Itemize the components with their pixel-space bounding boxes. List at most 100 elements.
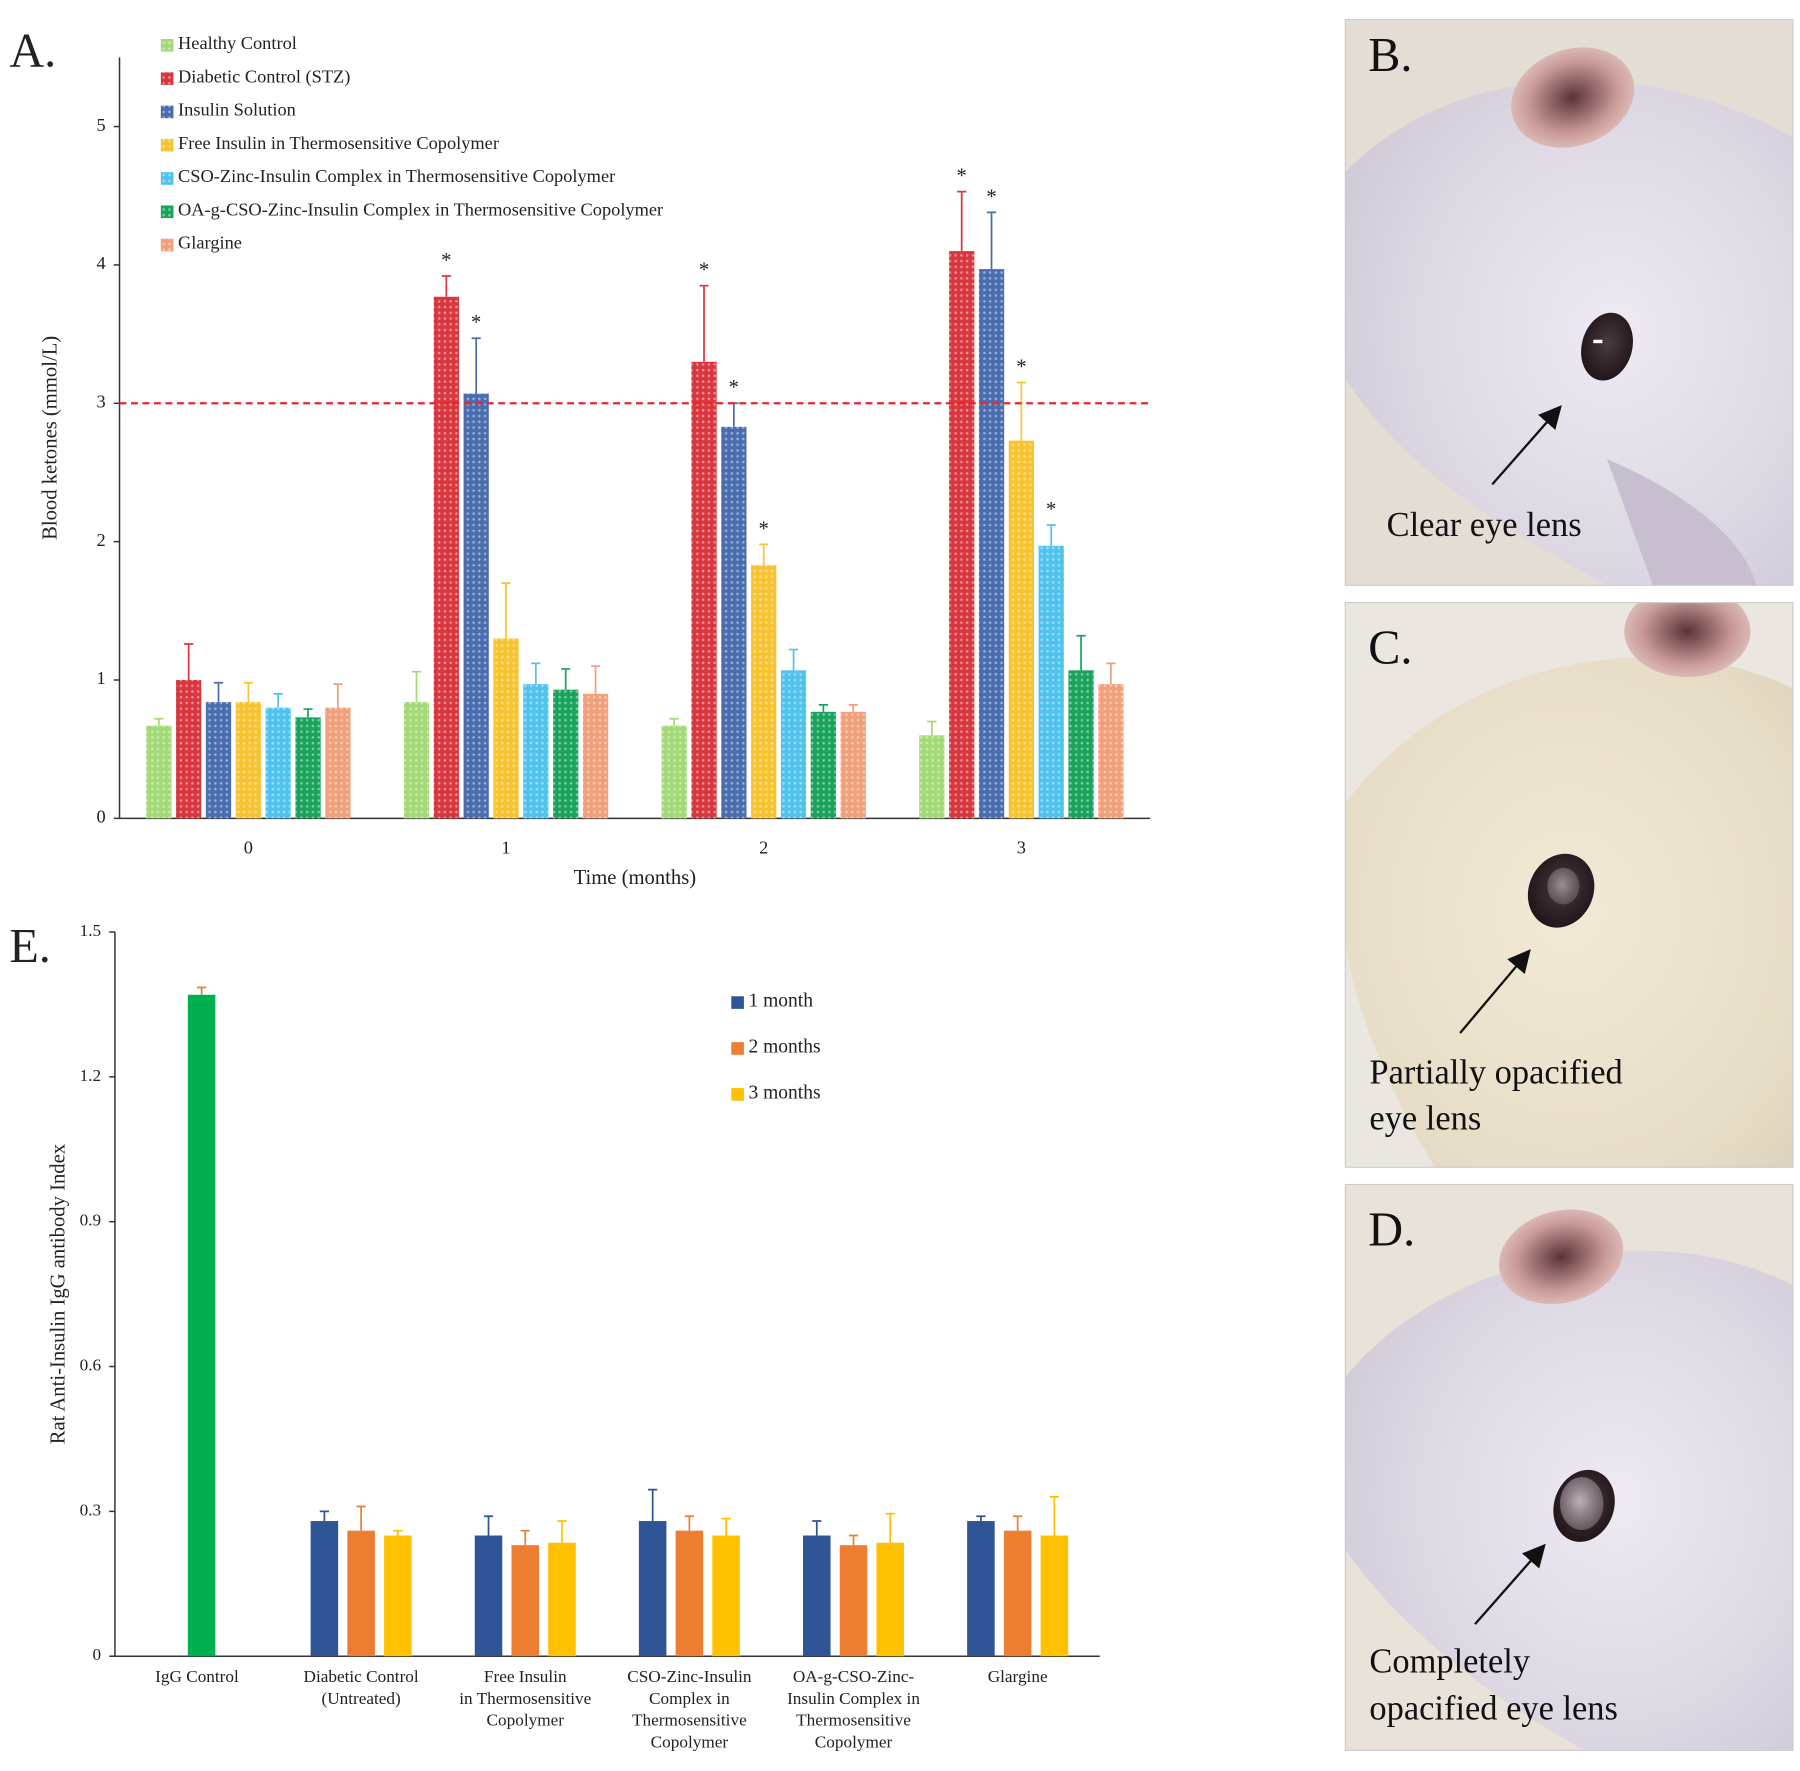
bar — [1068, 670, 1094, 819]
bar — [978, 269, 1005, 819]
panel-label: E. — [9, 920, 50, 973]
bar — [384, 1535, 412, 1657]
bar — [146, 725, 172, 819]
error-bar — [213, 681, 224, 703]
bar — [176, 679, 202, 819]
x-tick-label: 2 — [759, 838, 768, 858]
y-tick-label: 3 — [97, 392, 106, 412]
error-bar — [483, 1515, 494, 1536]
error-bar — [1049, 1496, 1059, 1536]
significance-mark: * — [729, 377, 739, 399]
y-axis-label: Rat Anti-Insulin IgG antibody Index — [48, 1143, 70, 1444]
y-axis-label: Blood ketones (mmol/L) — [40, 336, 62, 540]
legend-swatch — [160, 172, 174, 185]
error-bar — [184, 643, 194, 680]
x-tick-label: Glargine — [988, 1667, 1048, 1686]
legend-label: Diabetic Control (STZ) — [178, 66, 350, 87]
x-tick-label: Insulin Complex in — [787, 1689, 920, 1708]
panel-label: B. — [1368, 29, 1412, 82]
bar — [582, 693, 609, 819]
y-tick-label: 0.3 — [80, 1500, 102, 1519]
error-bar — [729, 402, 739, 427]
bar — [780, 670, 807, 819]
bar — [803, 1535, 831, 1657]
legend-label: Healthy Control — [178, 33, 297, 53]
photo-frame — [1344, 602, 1794, 1168]
bar — [1008, 440, 1035, 819]
x-tick-label: 3 — [1017, 838, 1026, 858]
y-tick-label: 2 — [97, 530, 106, 550]
error-bar — [1076, 634, 1086, 671]
legend-label: 1 month — [748, 990, 813, 1011]
bar — [691, 361, 717, 819]
error-bar — [471, 337, 481, 394]
error-bar — [531, 662, 541, 685]
arrow — [1459, 949, 1531, 1034]
error-bar — [501, 582, 511, 639]
error-bar — [273, 692, 283, 708]
bar — [751, 565, 777, 819]
error-bar — [243, 681, 253, 703]
bar — [1098, 684, 1124, 819]
bar — [463, 393, 489, 819]
legend-swatch — [160, 39, 174, 52]
bar — [295, 717, 321, 819]
bar — [721, 426, 747, 819]
bar — [876, 1542, 905, 1657]
y-tick-label: 0.9 — [80, 1211, 102, 1230]
bar — [325, 707, 351, 819]
bar — [839, 1545, 868, 1657]
bar — [403, 702, 430, 819]
caption: Completely — [1369, 1642, 1530, 1680]
significance-mark: * — [986, 186, 996, 208]
error-bar — [356, 1505, 366, 1531]
y-tick-label: 0 — [97, 807, 106, 827]
error-bar — [1046, 524, 1056, 546]
x-tick-label: Copolymer — [487, 1711, 565, 1730]
photo-d — [1345, 1184, 1793, 1751]
legend-label: CSO-Zinc-Insulin Complex in Thermosensit… — [178, 166, 615, 186]
y-tick-label: 1 — [97, 668, 106, 688]
error-bar — [848, 704, 858, 712]
bar — [553, 689, 579, 819]
bar — [675, 1530, 704, 1657]
caption: opacified eye lens — [1369, 1689, 1617, 1727]
error-bar — [957, 190, 967, 252]
bar — [661, 725, 687, 819]
legend-swatch — [160, 72, 174, 85]
bar — [265, 707, 291, 819]
bar — [511, 1545, 540, 1657]
legend-swatch — [731, 996, 744, 1009]
x-tick-label: IgG Control — [155, 1667, 239, 1686]
error-bar — [812, 1520, 822, 1536]
caption: Clear eye lens — [1387, 506, 1582, 544]
x-axis-label: Time (months) — [574, 867, 697, 889]
x-tick-label: 1 — [501, 838, 510, 858]
x-tick-label: (Untreated) — [321, 1689, 400, 1708]
arrow — [1474, 1543, 1546, 1625]
bar — [949, 251, 975, 819]
photo-b — [1345, 19, 1793, 586]
error-bar — [154, 717, 164, 726]
photo-frame — [1344, 1183, 1794, 1751]
y-tick-label: 1.2 — [80, 1066, 102, 1085]
error-bar — [319, 1510, 329, 1522]
bar — [1003, 1530, 1032, 1657]
photo-frame — [1344, 18, 1794, 586]
arrow — [1491, 405, 1562, 486]
error-bar — [441, 275, 451, 297]
error-bar — [648, 1488, 658, 1522]
error-bar — [848, 1534, 859, 1546]
bar — [187, 994, 216, 1657]
bar — [523, 684, 549, 819]
legend-swatch — [160, 205, 174, 219]
bar — [548, 1542, 576, 1657]
error-bar — [557, 1520, 567, 1543]
error-bar — [976, 1515, 986, 1522]
bar — [205, 702, 232, 819]
bar — [310, 1521, 339, 1657]
error-bar — [684, 1515, 694, 1531]
y-tick-label: 0 — [93, 1645, 102, 1664]
